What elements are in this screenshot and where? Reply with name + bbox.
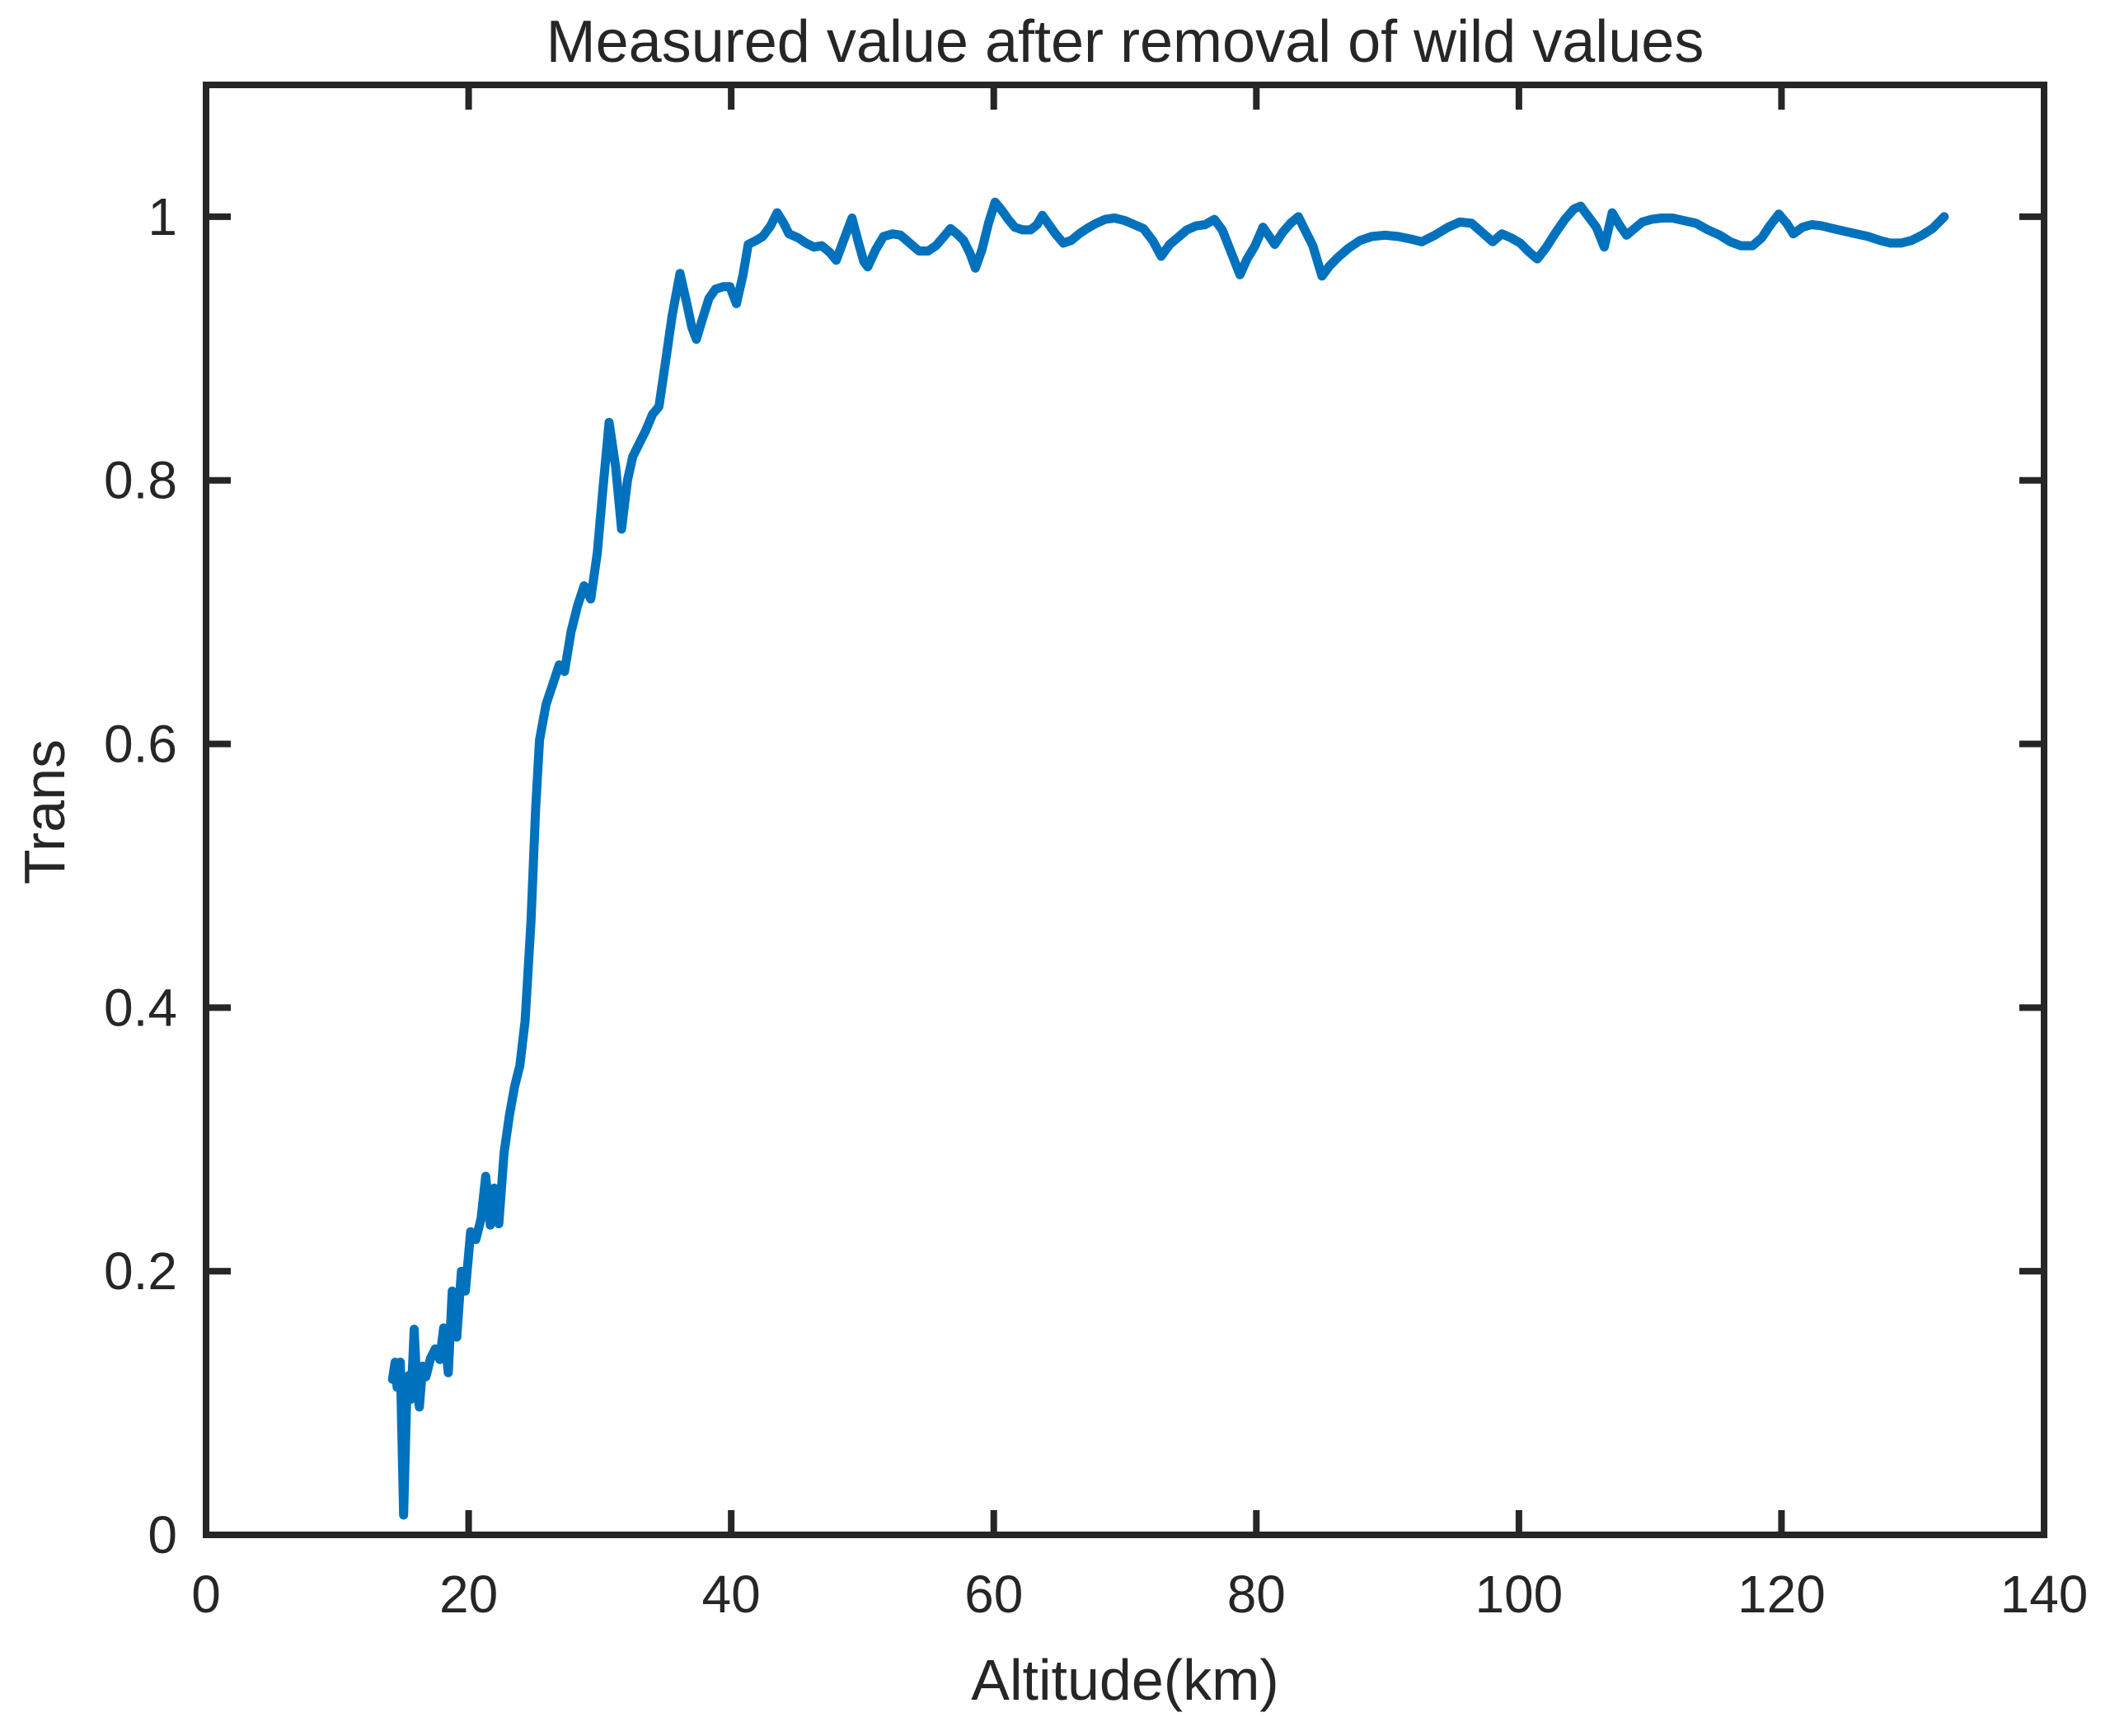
y-tick-labels: 0 0.2 0.4 0.6 0.8 1 xyxy=(104,187,177,1565)
chart-title: Measured value after removal of wild val… xyxy=(546,9,1704,75)
x-tick-label: 40 xyxy=(702,1565,761,1624)
x-tick-label: 140 xyxy=(2000,1565,2089,1624)
x-axis-label: Altitude(km) xyxy=(971,1648,1278,1712)
axes-box xyxy=(203,82,2047,1538)
plot-border xyxy=(203,82,2047,1538)
y-tick-label: 0 xyxy=(148,1505,177,1565)
x-tick-label: 100 xyxy=(1475,1565,1563,1624)
x-tick-label: 120 xyxy=(1737,1565,1826,1624)
x-tick-labels: 0 20 40 60 80 100 120 140 xyxy=(191,1565,2088,1624)
series-line-trans xyxy=(387,197,1949,1520)
y-tick-label: 0.2 xyxy=(104,1241,177,1301)
y-axis-label: Trans xyxy=(12,739,77,884)
y-tick-label: 0.4 xyxy=(104,978,177,1037)
x-tick-label: 60 xyxy=(964,1565,1023,1624)
y-ticks xyxy=(206,213,2044,1538)
x-tick-label: 80 xyxy=(1227,1565,1286,1624)
x-tick-label: 0 xyxy=(191,1565,221,1624)
y-tick-label: 0.6 xyxy=(104,715,177,774)
x-tick-label: 20 xyxy=(439,1565,498,1624)
x-ticks xyxy=(203,85,2047,1535)
data-series xyxy=(387,197,1949,1520)
y-tick-label: 0.8 xyxy=(104,451,177,510)
y-tick-label: 1 xyxy=(148,187,177,246)
